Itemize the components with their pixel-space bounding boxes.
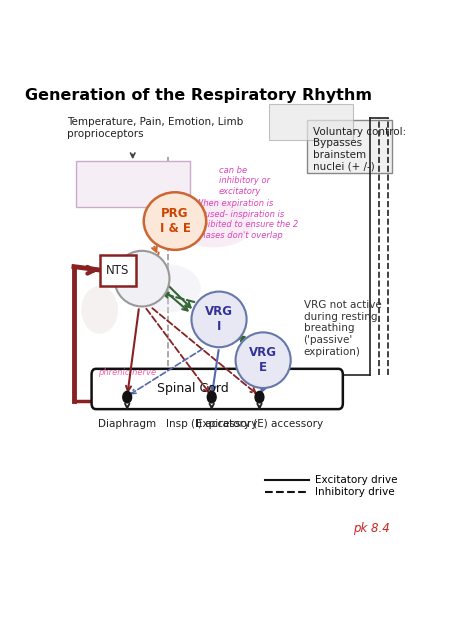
Circle shape — [207, 391, 216, 403]
Text: phrenic nerve: phrenic nerve — [98, 368, 156, 377]
Text: Expiratory (E) accessory: Expiratory (E) accessory — [196, 419, 323, 429]
FancyBboxPatch shape — [100, 255, 137, 286]
FancyBboxPatch shape — [76, 161, 190, 207]
Ellipse shape — [173, 199, 254, 247]
Text: When expiration is
caused- inspiration is
inhibited to ensure the 2
phases don't: When expiration is caused- inspiration i… — [195, 199, 299, 240]
Text: VRG
E: VRG E — [249, 346, 277, 374]
Circle shape — [123, 391, 132, 403]
FancyBboxPatch shape — [269, 103, 353, 140]
Text: can be
inhibitory or
excitatory: can be inhibitory or excitatory — [219, 166, 270, 196]
FancyBboxPatch shape — [91, 369, 343, 409]
Text: pk 8.4: pk 8.4 — [353, 522, 390, 535]
Text: VRG not active
during resting
breathing
('passive'
expiration): VRG not active during resting breathing … — [303, 300, 381, 356]
Text: Insp (I) accessory: Insp (I) accessory — [166, 419, 257, 429]
Text: Spinal Cord: Spinal Cord — [157, 383, 229, 396]
Text: NTS: NTS — [106, 264, 130, 277]
Text: Diaphragm: Diaphragm — [98, 419, 156, 429]
Text: PRG
I & E: PRG I & E — [160, 207, 191, 235]
Text: Inhibitory drive: Inhibitory drive — [315, 487, 394, 497]
Ellipse shape — [191, 292, 246, 347]
Text: Generation of the Respiratory Rhythm: Generation of the Respiratory Rhythm — [25, 88, 373, 103]
Ellipse shape — [135, 264, 201, 312]
Text: VRG
I: VRG I — [205, 305, 233, 333]
Ellipse shape — [82, 286, 118, 334]
Text: Voluntary control:
Bypasses
brainstem
nuclei (+ /-): Voluntary control: Bypasses brainstem nu… — [313, 126, 406, 171]
Text: Excitatory drive: Excitatory drive — [315, 475, 397, 485]
Circle shape — [255, 391, 264, 403]
Ellipse shape — [114, 251, 170, 307]
Text: Temperature, Pain, Emotion, Limb
proprioceptors: Temperature, Pain, Emotion, Limb proprio… — [66, 117, 243, 138]
FancyBboxPatch shape — [307, 120, 392, 173]
Ellipse shape — [144, 193, 206, 250]
Ellipse shape — [236, 332, 291, 388]
